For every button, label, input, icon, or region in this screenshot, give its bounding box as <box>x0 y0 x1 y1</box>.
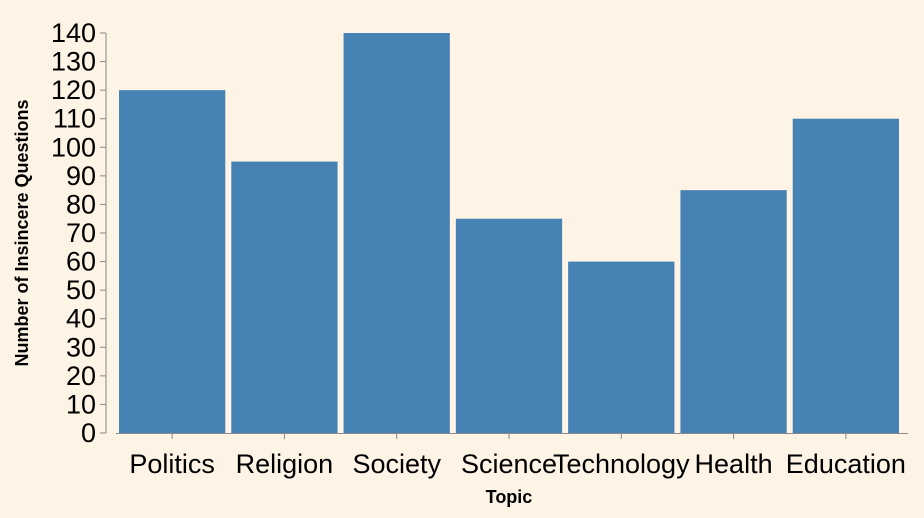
y-tick-label-50: 50 <box>66 275 96 305</box>
y-tick-label-80: 80 <box>66 189 96 219</box>
y-tick-label-20: 20 <box>66 361 96 391</box>
bar-science <box>455 218 563 433</box>
y-tick-label-90: 90 <box>66 161 96 191</box>
y-tick-label-100: 100 <box>51 132 96 162</box>
bar-politics <box>119 90 226 434</box>
y-tick-label-130: 130 <box>51 47 96 77</box>
y-tick-label-110: 110 <box>53 104 96 134</box>
y-tick-label-30: 30 <box>66 332 96 362</box>
bar-health <box>680 190 787 433</box>
bar-society <box>343 33 450 433</box>
y-tick-label-40: 40 <box>66 304 96 334</box>
x-tick-label-health: Health <box>695 449 773 479</box>
y-tick-label-120: 120 <box>51 75 96 105</box>
x-axis: Politics Religion Society ScienceTechnology… <box>116 433 908 479</box>
y-tick-label-10: 10 <box>66 389 96 419</box>
bar-technology <box>568 261 675 433</box>
bars-group <box>119 33 899 434</box>
y-tick-label-60: 60 <box>66 247 96 277</box>
bar-religion <box>231 161 338 434</box>
x-tick-label-technology: Technology <box>553 449 690 479</box>
y-tick-label-0: 0 <box>81 418 96 448</box>
y-tick-label-140: 140 <box>51 18 96 48</box>
x-tick-label-society: Society <box>352 449 441 479</box>
x-tick-label-education: Education <box>786 449 906 479</box>
x-axis-title: Topic <box>486 487 533 507</box>
y-tick-label-70: 70 <box>66 218 96 248</box>
y-axis-title: Number of Insincere Questions <box>12 99 32 366</box>
bar-education <box>792 118 899 433</box>
x-tick-label-politics: Politics <box>129 449 215 479</box>
x-tick-label-religion: Religion <box>236 449 334 479</box>
x-tick-label-science: Science <box>461 449 557 479</box>
